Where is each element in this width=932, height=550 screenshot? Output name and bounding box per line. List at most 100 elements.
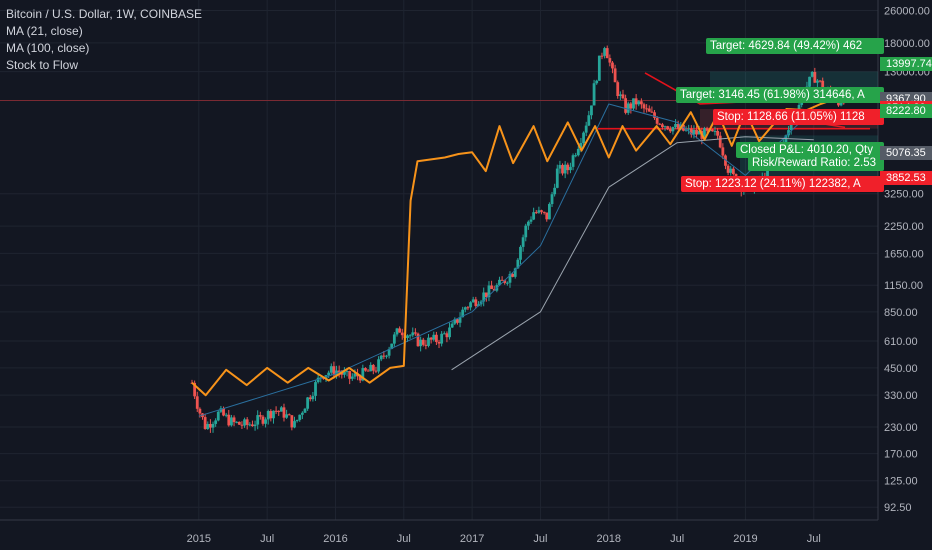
candle-body [513, 268, 517, 277]
x-tick-label: Jul [533, 533, 547, 545]
candle-body [692, 129, 696, 135]
candle-body [647, 108, 651, 112]
candle-body [282, 407, 286, 418]
candle-body [442, 333, 446, 335]
candle-body [314, 382, 317, 396]
candle-body [193, 382, 197, 397]
candle-body [343, 371, 346, 375]
legend-s2f[interactable]: Stock to Flow [6, 58, 79, 72]
candle-body [634, 98, 638, 105]
legend-ma100[interactable]: MA (100, close) [6, 41, 90, 55]
candle-body [582, 132, 585, 143]
candle-body [361, 368, 365, 381]
candle-body [658, 123, 662, 125]
candle-body [274, 410, 278, 412]
candle-body [264, 419, 267, 424]
price-badge: 3852.53 [880, 170, 932, 185]
candle-body [245, 419, 249, 425]
candle-body [697, 130, 701, 135]
candle-body [490, 285, 493, 289]
candle-body [608, 58, 612, 63]
candle-body [450, 323, 454, 328]
candle-body [816, 80, 819, 83]
candle-body [703, 128, 706, 139]
candle-body [382, 355, 386, 357]
candle-body [524, 225, 528, 238]
candle-body [222, 408, 225, 416]
candle-body [335, 370, 338, 376]
candle-body [308, 397, 312, 400]
price-axis-panel [878, 0, 932, 550]
candle-body [340, 372, 344, 375]
target-label-1[interactable]: Target: 4629.84 (49.42%) 462 [706, 38, 884, 54]
candle-body [674, 123, 677, 127]
ma21-line [198, 103, 815, 417]
candle-body [214, 420, 218, 424]
candle-body [505, 282, 509, 284]
legend-ma21[interactable]: MA (21, close) [6, 24, 83, 38]
candle-body [705, 128, 709, 131]
candle-body [432, 334, 436, 340]
closed-pl-label[interactable]: Closed P&L: 4010.20, Qty [736, 142, 884, 158]
candle-body [421, 339, 425, 345]
price-badge: 5076.35 [880, 146, 932, 161]
y-tick-label: 170.00 [884, 449, 918, 461]
candle-body [440, 333, 444, 344]
candle-body [392, 334, 396, 344]
candle-body [230, 417, 233, 426]
candle-body [348, 371, 352, 379]
candle-body [629, 103, 633, 109]
candle-body [482, 292, 486, 302]
y-tick-label: 850.00 [884, 307, 918, 319]
candle-body [555, 168, 559, 188]
candle-body [726, 165, 730, 173]
candle-body [413, 332, 417, 334]
y-tick-label: 610.00 [884, 336, 918, 348]
candle-body [590, 105, 593, 116]
candle-body [621, 94, 625, 99]
candle-body [469, 302, 472, 308]
candle-body [542, 211, 546, 213]
stop-label-2[interactable]: Stop: 1223.12 (24.11%) 122382, A [681, 176, 884, 192]
legend-symbol[interactable]: Bitcoin / U.S. Dollar, 1W, COINBASE [6, 7, 203, 21]
candle-body [463, 307, 467, 310]
candle-body [571, 155, 575, 167]
candle-body [195, 396, 199, 409]
candle-body [300, 412, 304, 415]
risk-reward-label[interactable]: Risk/Reward Ratio: 2.53 [748, 155, 884, 171]
candle-body [576, 148, 580, 156]
candle-body [579, 142, 583, 149]
candle-body [364, 368, 367, 371]
x-tick-label: Jul [260, 533, 274, 545]
candle-body [211, 423, 215, 428]
candle-body [240, 424, 244, 426]
candle-body [721, 147, 725, 156]
x-tick-label: 2017 [460, 533, 484, 545]
candle-body [550, 194, 554, 205]
candle-body [813, 71, 817, 83]
candle-body [597, 55, 601, 81]
candle-body [503, 280, 507, 283]
candle-body [387, 348, 391, 356]
candle-body [676, 123, 680, 129]
candle-body [695, 129, 698, 135]
candle-body [511, 273, 515, 277]
target-label-2[interactable]: Target: 3146.45 (61.98%) 314646, A [676, 87, 884, 103]
stop-label-1[interactable]: Stop: 1128.66 (11.05%) 1128 [713, 109, 884, 125]
candle-body [311, 395, 315, 400]
candle-body [316, 377, 320, 383]
y-tick-label: 230.00 [884, 422, 918, 434]
candle-body [353, 373, 357, 377]
x-tick-label: 2016 [323, 533, 347, 545]
candle-body [508, 273, 512, 283]
candle-body [603, 48, 606, 56]
candle-body [713, 130, 717, 132]
candle-body [345, 371, 349, 373]
candle-body [358, 376, 362, 381]
candle-body [545, 212, 549, 220]
candle-body [584, 125, 588, 133]
candle-body [227, 414, 231, 426]
candle-body [416, 333, 420, 347]
candle-body [611, 62, 614, 69]
